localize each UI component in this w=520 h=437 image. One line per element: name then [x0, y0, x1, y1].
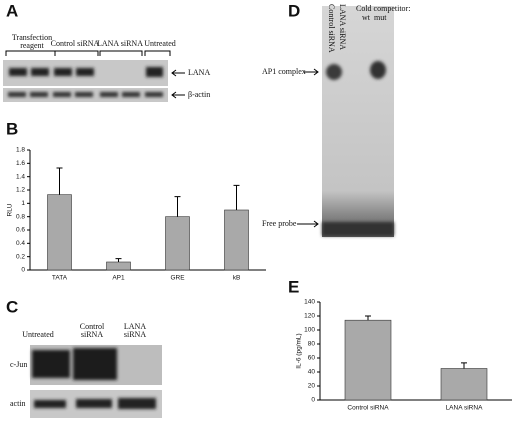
- x-tick-label: LANA siRNA: [446, 405, 484, 412]
- y-tick-label: 1.4: [16, 173, 25, 180]
- lane-label: wt: [362, 13, 371, 22]
- bands: [32, 348, 117, 380]
- y-tick-label: 40: [308, 369, 316, 376]
- y-tick-label: 0: [311, 397, 315, 404]
- band-label: actin: [10, 399, 26, 408]
- y-tick-label: 0.8: [16, 213, 25, 220]
- lane-label: Untreated: [144, 39, 176, 48]
- lane-label: LANA siRNA: [338, 4, 347, 50]
- y-tick-label: 0: [21, 267, 25, 274]
- error-bar: [365, 315, 371, 321]
- lane-label: Control siRNA: [327, 4, 336, 53]
- error-bar: [461, 362, 467, 369]
- arrow: [297, 68, 319, 228]
- band-label: LANA: [188, 68, 210, 77]
- bar: [440, 368, 488, 401]
- bar: [344, 319, 392, 401]
- error-bar: [233, 184, 240, 210]
- y-tick-label: 1.2: [16, 187, 25, 194]
- y-tick-label: 1.6: [16, 160, 25, 167]
- band-label: AP1 complex: [262, 67, 306, 76]
- panel-label: E: [288, 277, 299, 296]
- lane-label: reagent: [20, 41, 44, 50]
- y-axis-label: RLU: [7, 203, 14, 216]
- x-tick-label: GRE: [170, 275, 185, 282]
- bar: [106, 261, 131, 271]
- lane-label: Untreated: [22, 330, 54, 339]
- y-tick-label: 1: [21, 200, 25, 207]
- panel-label: D: [288, 1, 300, 20]
- band-label: β-actin: [188, 90, 210, 99]
- bar: [165, 216, 190, 271]
- y-tick-label: 80: [308, 341, 316, 348]
- y-tick-label: 120: [304, 313, 315, 320]
- band-label: c-Jun: [10, 360, 27, 369]
- lane-label: Transfection: [12, 33, 52, 42]
- arrow: [171, 69, 185, 99]
- lane-label: LANA siRNA: [97, 39, 143, 48]
- lane-label: Control: [80, 322, 105, 331]
- y-tick-label: 0.6: [16, 227, 25, 234]
- y-tick-label: 60: [308, 355, 316, 362]
- lane-bracket: [5, 50, 171, 56]
- competitor-label: Cold competitor:: [356, 4, 410, 13]
- x-tick-label: kB: [233, 275, 241, 282]
- x-tick-label: TATA: [52, 275, 68, 282]
- y-tick-label: 100: [304, 327, 315, 334]
- y-tick-label: 0.4: [16, 240, 25, 247]
- bands: [322, 61, 394, 236]
- y-tick-label: 0.2: [16, 253, 25, 260]
- gel: [322, 6, 394, 237]
- bands: [8, 92, 163, 97]
- bands: [34, 398, 156, 409]
- y-tick-label: 140: [304, 299, 315, 306]
- x-tick-label: AP1: [112, 275, 125, 282]
- lane-label: Control siRNA: [51, 39, 100, 48]
- bar: [47, 194, 72, 271]
- lane-label: LANA: [124, 322, 146, 331]
- error-bar: [115, 258, 122, 262]
- x-tick-label: Control siRNA: [347, 405, 389, 412]
- bar: [224, 209, 249, 271]
- error-bar: [56, 167, 63, 195]
- y-axis-label: IL-6 (pg/mL): [296, 333, 303, 368]
- lane-label: siRNA: [124, 330, 146, 339]
- y-tick-label: 20: [308, 383, 316, 390]
- panel-label: A: [6, 1, 18, 20]
- panel-label: B: [6, 119, 18, 138]
- y-tick-label: 1.8: [16, 147, 25, 154]
- lane-label: siRNA: [81, 330, 103, 339]
- band-label: Free probe: [262, 219, 297, 228]
- error-bar: [174, 196, 181, 217]
- panel-label: C: [6, 297, 18, 316]
- bands: [9, 67, 163, 77]
- lane-label: mut: [374, 13, 387, 22]
